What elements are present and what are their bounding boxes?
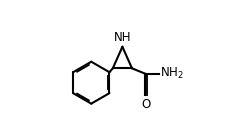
Text: NH: NH [114, 31, 131, 44]
Text: O: O [142, 98, 151, 111]
Text: NH$_2$: NH$_2$ [160, 66, 183, 81]
